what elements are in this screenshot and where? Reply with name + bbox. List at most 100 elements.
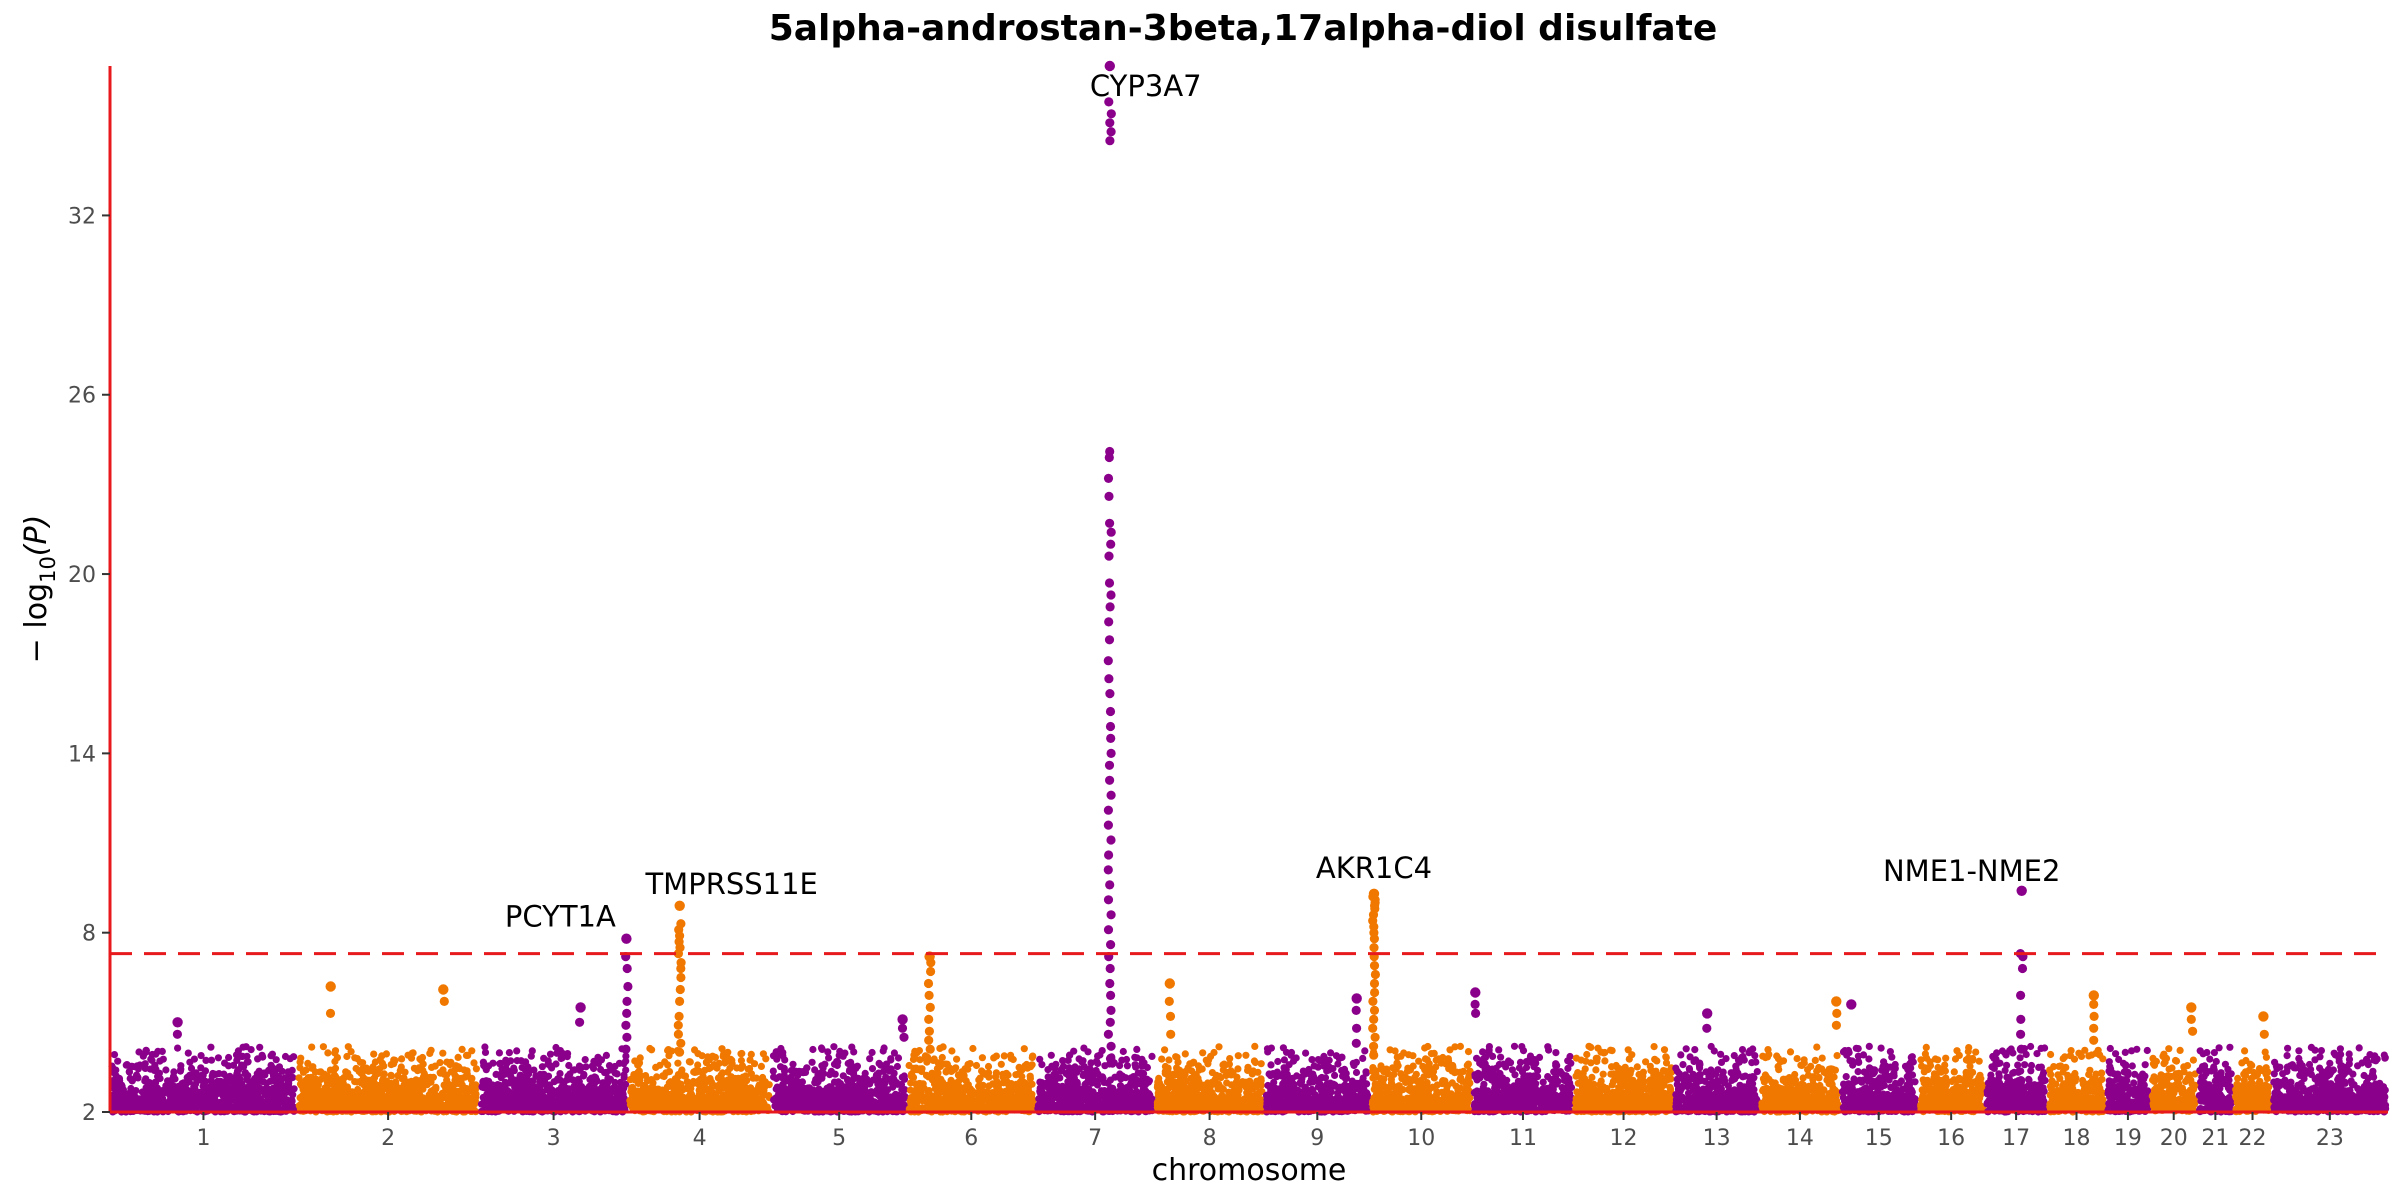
- data-point: [505, 1049, 513, 1057]
- data-point: [907, 1099, 915, 1107]
- data-point: [439, 1049, 447, 1057]
- data-point: [563, 1076, 571, 1084]
- data-point: [245, 1082, 253, 1090]
- data-point: [538, 1063, 547, 1071]
- data-point: [656, 1061, 664, 1069]
- data-point: [501, 1058, 509, 1066]
- data-point: [893, 1093, 901, 1101]
- data-point: [844, 1059, 852, 1068]
- data-point: [795, 1067, 803, 1075]
- data-point: [318, 1099, 326, 1107]
- data-point: [881, 1088, 889, 1096]
- data-point: [808, 1058, 816, 1066]
- data-point: [1131, 1053, 1139, 1061]
- data-point: [992, 1069, 1001, 1077]
- data-point: [1007, 1082, 1015, 1090]
- data-point: [134, 1065, 142, 1073]
- data-point: [378, 1077, 387, 1085]
- data-point: [180, 1098, 188, 1106]
- data-point: [185, 1078, 193, 1086]
- data-point: [314, 1081, 322, 1089]
- data-point: [574, 1089, 583, 1097]
- data-point: [330, 1067, 338, 1075]
- data-point: [489, 1059, 497, 1067]
- data-point: [759, 1073, 767, 1082]
- data-point: [443, 1076, 451, 1084]
- data-point: [452, 1079, 460, 1087]
- data-point: [868, 1048, 876, 1057]
- data-point: [196, 1076, 204, 1084]
- chromosome-2-points: [295, 1043, 480, 1116]
- data-point: [416, 1091, 424, 1099]
- data-point: [1006, 1104, 1014, 1112]
- data-point: [353, 1078, 361, 1086]
- data-point: [677, 1080, 685, 1088]
- data-point: [134, 1074, 142, 1082]
- data-point: [659, 1099, 667, 1107]
- data-point: [939, 1043, 947, 1051]
- data-point: [898, 1073, 906, 1081]
- data-point: [1000, 1052, 1008, 1060]
- data-point: [536, 1086, 544, 1095]
- data-point: [338, 1092, 347, 1100]
- data-point: [958, 1093, 966, 1101]
- data-point: [192, 1103, 200, 1111]
- data-point: [836, 1047, 844, 1055]
- data-point: [346, 1073, 354, 1081]
- data-point: [407, 1054, 416, 1062]
- data-point: [664, 1061, 672, 1069]
- data-point: [496, 1094, 504, 1102]
- data-point: [517, 1057, 525, 1065]
- data-point: [369, 1063, 377, 1071]
- data-point: [614, 1094, 622, 1102]
- data-point: [233, 1056, 241, 1064]
- data-point: [283, 1096, 291, 1104]
- data-point: [921, 1054, 929, 1062]
- data-point: [404, 1084, 412, 1092]
- data-point: [1096, 1051, 1104, 1059]
- data-point: [155, 1069, 163, 1077]
- data-point: [333, 1079, 342, 1088]
- data-point: [352, 1064, 360, 1073]
- data-point: [915, 1047, 924, 1055]
- data-point: [896, 1104, 904, 1112]
- data-point: [179, 1079, 188, 1087]
- data-point: [607, 1066, 615, 1074]
- data-point: [189, 1085, 198, 1094]
- data-point: [780, 1084, 788, 1092]
- data-point: [297, 1054, 305, 1062]
- data-point: [875, 1059, 883, 1067]
- data-point: [218, 1088, 226, 1096]
- data-point: [527, 1052, 535, 1060]
- data-points: [108, 60, 2390, 1116]
- data-point: [773, 1055, 781, 1063]
- data-point: [585, 1082, 594, 1090]
- data-point: [653, 1073, 661, 1081]
- data-point: [251, 1081, 260, 1089]
- data-point: [794, 1087, 802, 1095]
- data-point: [301, 1089, 309, 1097]
- data-point: [125, 1068, 133, 1076]
- data-point: [737, 1064, 745, 1072]
- data-point: [272, 1077, 280, 1085]
- data-point: [208, 1102, 216, 1110]
- data-point: [387, 1061, 395, 1069]
- data-point: [504, 1102, 513, 1110]
- data-point: [115, 1091, 123, 1099]
- data-point: [458, 1045, 466, 1053]
- data-point: [702, 1059, 711, 1067]
- data-point: [275, 1063, 283, 1071]
- data-point: [556, 1076, 565, 1084]
- data-point: [255, 1067, 263, 1075]
- data-point: [187, 1064, 196, 1072]
- data-point: [283, 1103, 291, 1111]
- data-point: [324, 1049, 332, 1057]
- data-point: [724, 1091, 733, 1100]
- chromosome-5-points: [769, 1043, 909, 1116]
- data-point: [599, 1095, 607, 1104]
- data-point: [818, 1074, 826, 1082]
- data-point: [148, 1056, 156, 1064]
- data-point: [472, 1065, 480, 1073]
- data-point: [569, 1066, 577, 1074]
- data-point: [630, 1094, 638, 1102]
